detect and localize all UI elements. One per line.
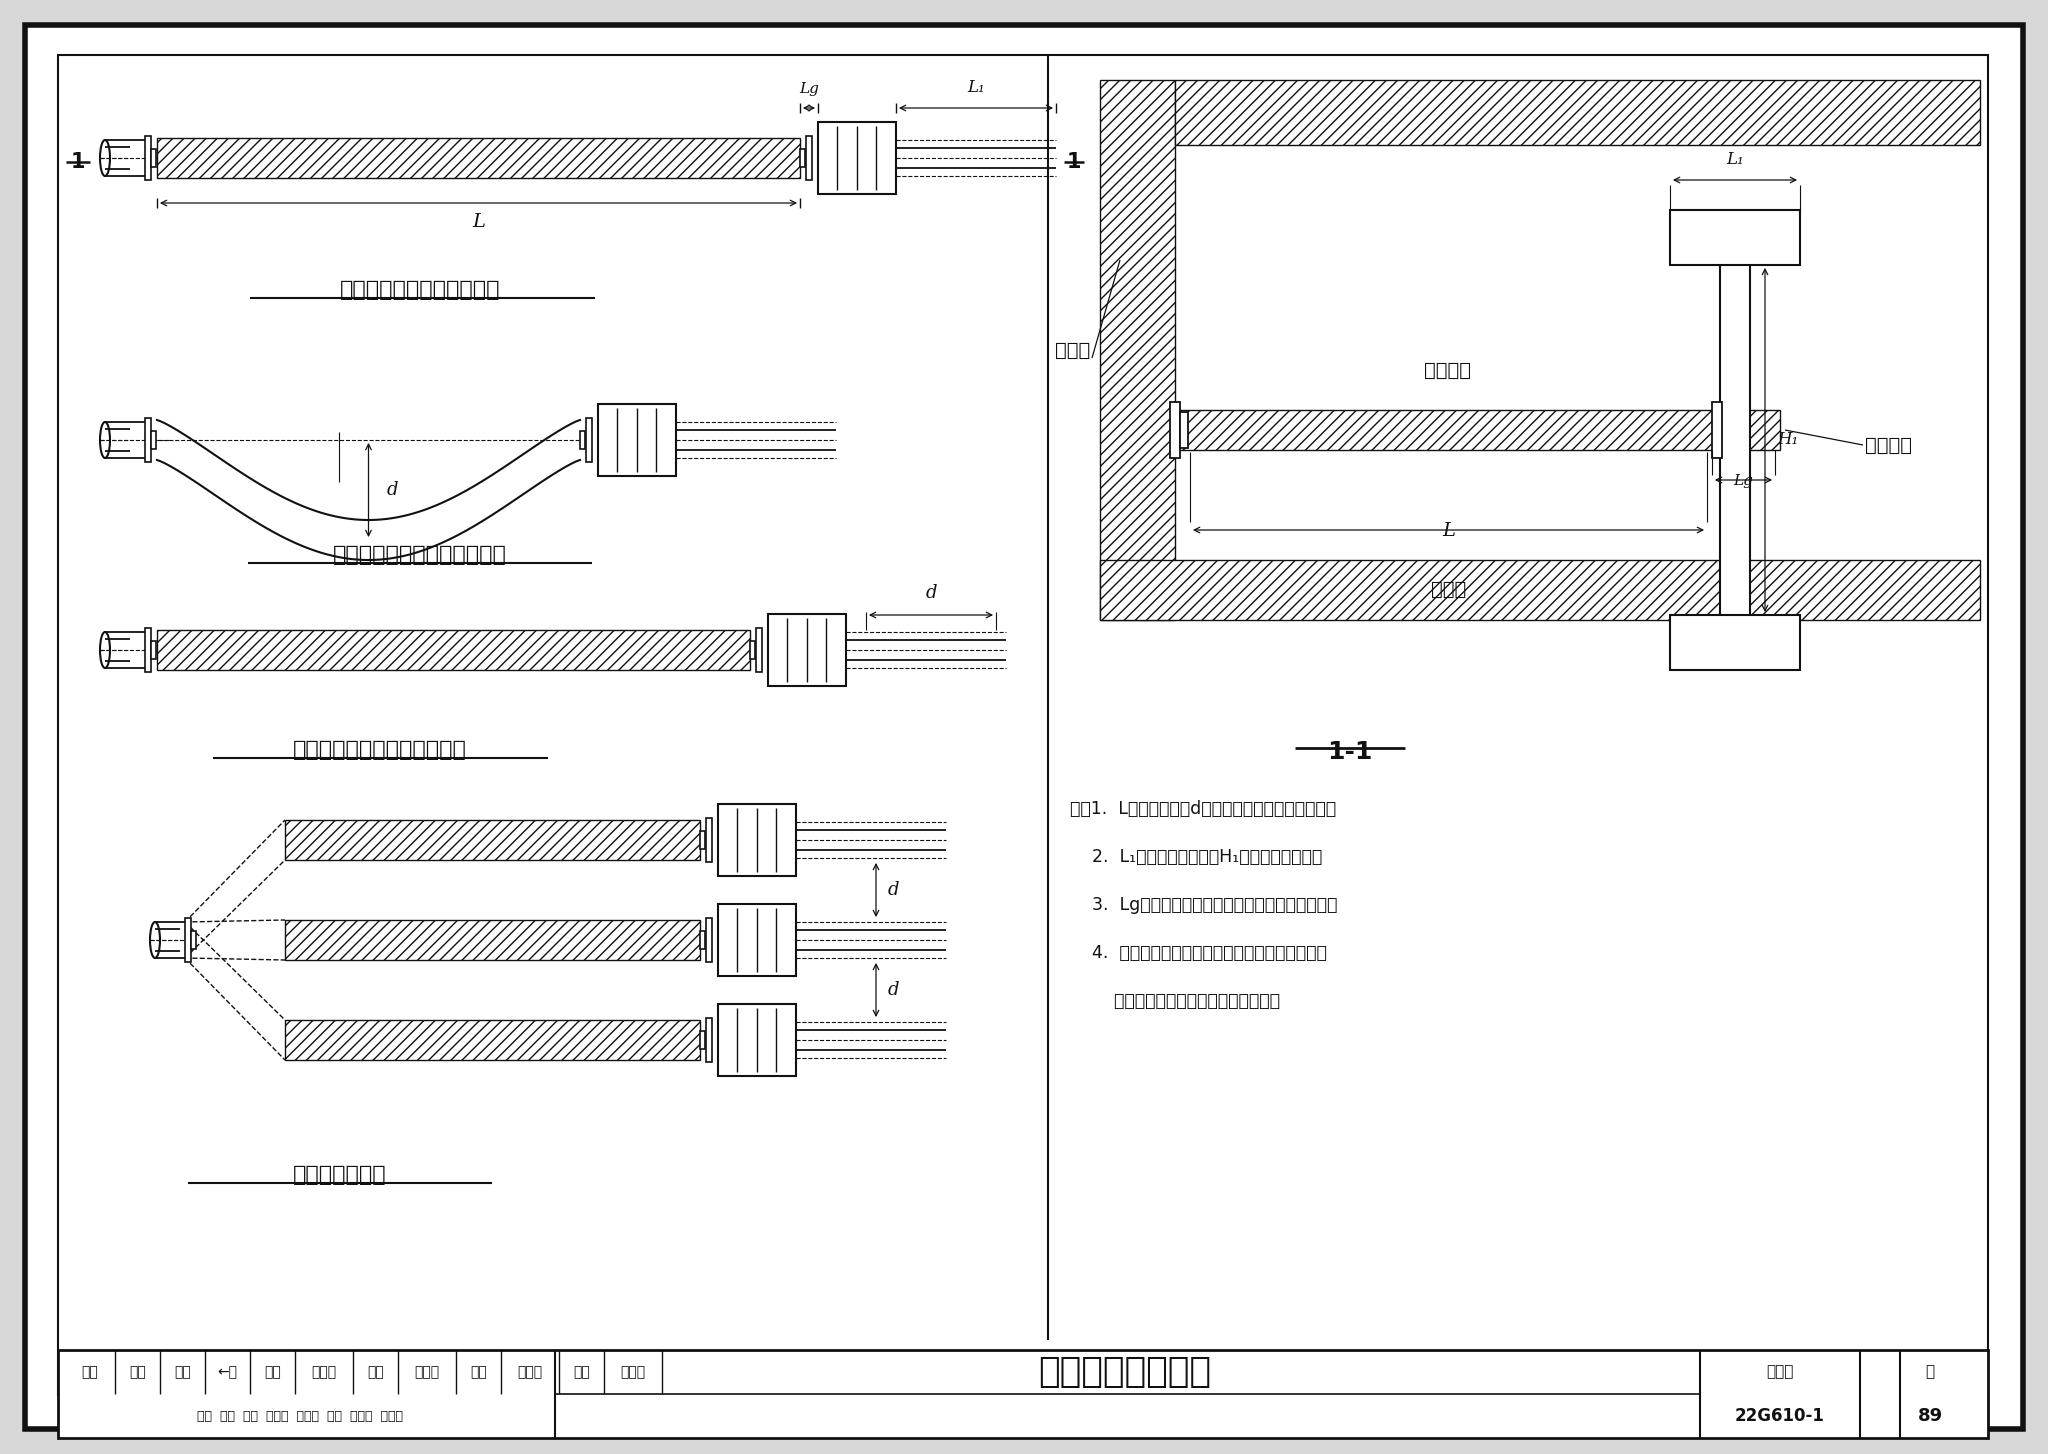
Bar bbox=[145, 628, 152, 672]
Text: Lg: Lg bbox=[1733, 474, 1753, 489]
Text: 挡土墙: 挡土墙 bbox=[1055, 340, 1090, 359]
Text: L: L bbox=[1442, 522, 1454, 539]
Text: 木超凑: 木超凑 bbox=[414, 1365, 440, 1378]
Text: 3.  Lg为固定台架与橡胶软管间的最大安装距离。: 3. Lg为固定台架与橡胶软管间的最大安装距离。 bbox=[1069, 896, 1337, 915]
Bar bbox=[145, 137, 152, 180]
Bar bbox=[768, 614, 846, 686]
Bar bbox=[1176, 80, 1980, 145]
Bar bbox=[1720, 240, 1749, 640]
Text: 叶炤伟: 叶炤伟 bbox=[518, 1365, 543, 1378]
Bar bbox=[152, 148, 156, 167]
Text: 页: 页 bbox=[1925, 1364, 1935, 1380]
Bar bbox=[801, 148, 805, 167]
Text: Lg: Lg bbox=[799, 81, 819, 96]
Bar bbox=[756, 628, 762, 672]
Text: 2.  L₁为固定台架宽度，H₁为固定台架高度。: 2. L₁为固定台架宽度，H₁为固定台架高度。 bbox=[1069, 848, 1323, 867]
Text: 4.  橡胶软管利用橡胶伸长率进行变形，橡胶软管: 4. 橡胶软管利用橡胶伸长率进行变形，橡胶软管 bbox=[1069, 944, 1327, 963]
Bar bbox=[807, 137, 811, 180]
Bar bbox=[719, 804, 797, 875]
Bar bbox=[1100, 560, 1980, 619]
Bar bbox=[700, 832, 705, 849]
Bar bbox=[1712, 401, 1722, 458]
Text: 侧向变形示意图: 侧向变形示意图 bbox=[293, 1165, 387, 1185]
Text: 轴向变形示意图（变形前）: 轴向变形示意图（变形前） bbox=[340, 281, 500, 300]
Text: ←煜: ←煜 bbox=[217, 1365, 238, 1378]
Bar bbox=[158, 630, 750, 670]
Text: d: d bbox=[387, 481, 397, 499]
Bar bbox=[1669, 209, 1800, 265]
Text: 注：1.  L为产品长度，d为隔震层罕遇地震水平位移。: 注：1. L为产品长度，d为隔震层罕遇地震水平位移。 bbox=[1069, 800, 1335, 819]
Bar bbox=[285, 1021, 700, 1060]
Text: 签字: 签字 bbox=[367, 1365, 383, 1378]
Text: 校对: 校对 bbox=[264, 1365, 281, 1378]
Bar bbox=[190, 931, 197, 949]
Text: 叶刈伟: 叶刈伟 bbox=[621, 1365, 645, 1378]
Bar bbox=[285, 820, 700, 859]
Text: 邓煊: 邓煊 bbox=[129, 1365, 145, 1378]
Bar bbox=[1169, 401, 1180, 458]
Bar bbox=[285, 920, 700, 960]
Text: 审定: 审定 bbox=[174, 1365, 190, 1378]
Text: 橡胶软管水平连接: 橡胶软管水平连接 bbox=[1038, 1355, 1212, 1389]
Text: 隔震层: 隔震层 bbox=[1432, 580, 1466, 599]
Text: H₁: H₁ bbox=[1778, 432, 1798, 448]
Text: L₁: L₁ bbox=[1106, 141, 1124, 158]
Text: 设计: 设计 bbox=[471, 1365, 487, 1378]
Bar bbox=[184, 917, 190, 963]
Bar bbox=[586, 417, 592, 462]
Bar bbox=[707, 1018, 713, 1061]
Bar bbox=[700, 1031, 705, 1048]
Text: 图集号: 图集号 bbox=[1765, 1364, 1794, 1380]
Bar bbox=[1100, 80, 1176, 619]
Bar bbox=[598, 404, 676, 475]
Text: d: d bbox=[889, 981, 899, 999]
Bar bbox=[57, 1349, 1989, 1438]
Text: 审核: 审核 bbox=[82, 1365, 98, 1378]
Bar bbox=[152, 430, 156, 449]
Bar bbox=[580, 430, 586, 449]
Text: d: d bbox=[889, 881, 899, 899]
Bar bbox=[817, 122, 897, 193]
Text: d: d bbox=[926, 585, 936, 602]
Bar bbox=[707, 917, 713, 963]
Text: 89: 89 bbox=[1917, 1407, 1944, 1425]
Text: 审核  邓煊  校对  李进波  木超凑  设计  叶炤伟  叶刈伟: 审核 邓煊 校对 李进波 木超凑 设计 叶炤伟 叶刈伟 bbox=[197, 1409, 403, 1422]
Text: L₁: L₁ bbox=[1726, 151, 1743, 169]
Bar bbox=[145, 417, 152, 462]
Bar bbox=[152, 641, 156, 659]
Text: 李进波: 李进波 bbox=[311, 1365, 336, 1378]
Text: 轴向变形示意图（拉伸变形）: 轴向变形示意图（拉伸变形） bbox=[293, 740, 467, 760]
Text: 1: 1 bbox=[72, 153, 86, 172]
Bar bbox=[719, 904, 797, 976]
Bar bbox=[750, 641, 756, 659]
Bar bbox=[707, 819, 713, 862]
Bar bbox=[719, 1005, 797, 1076]
Text: 水平安装方式适用于排水、雨水管。: 水平安装方式适用于排水、雨水管。 bbox=[1069, 992, 1280, 1011]
Bar bbox=[1669, 615, 1800, 670]
Bar bbox=[700, 931, 705, 949]
Text: 1: 1 bbox=[1067, 153, 1081, 172]
Text: 橡胶软管: 橡胶软管 bbox=[1423, 361, 1470, 379]
Bar bbox=[1180, 411, 1188, 448]
Text: L: L bbox=[471, 212, 485, 231]
Bar bbox=[1176, 410, 1780, 449]
Text: 1-1: 1-1 bbox=[1327, 740, 1372, 763]
Bar bbox=[158, 138, 801, 177]
Text: 22G610-1: 22G610-1 bbox=[1735, 1407, 1825, 1425]
Text: L₁: L₁ bbox=[967, 79, 985, 96]
Text: 法兰接头: 法兰接头 bbox=[1866, 436, 1913, 455]
Text: 签名: 签名 bbox=[573, 1365, 590, 1378]
Text: 轴向变形示意图（压缩变形）: 轴向变形示意图（压缩变形） bbox=[334, 545, 508, 566]
